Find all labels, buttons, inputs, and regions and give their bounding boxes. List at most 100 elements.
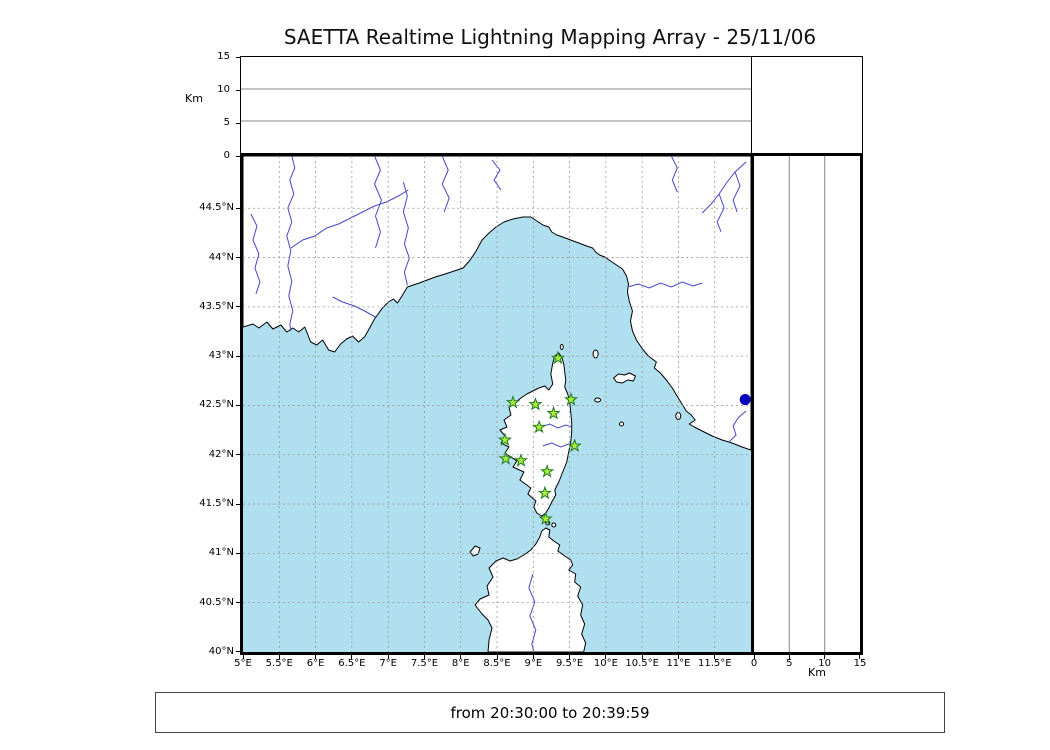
tick-mark — [236, 602, 240, 604]
tick-mark — [387, 655, 389, 659]
altitude-longitude-plot — [241, 88, 753, 122]
alt-tick-label: 0 — [750, 658, 758, 669]
tick-mark — [351, 655, 353, 659]
station-marker — [538, 511, 553, 525]
tick-mark — [236, 503, 240, 505]
tick-mark — [753, 655, 755, 659]
lon-tick-label: 7.5°E — [410, 658, 439, 669]
station-marker — [563, 392, 579, 406]
station-markers — [497, 350, 751, 525]
tick-mark — [236, 552, 240, 554]
alt-tick-label: 5 — [786, 658, 793, 669]
tick-mark — [460, 655, 462, 659]
lat-tick-label: 44.5°N — [199, 202, 234, 214]
tick-mark — [236, 306, 240, 308]
map-panel — [240, 153, 754, 655]
tick-mark — [236, 651, 240, 653]
lon-tick-label: 8°E — [451, 658, 470, 669]
tick-mark — [236, 89, 240, 91]
station-marker — [539, 463, 555, 478]
maddalena-island-2 — [551, 522, 557, 528]
event-dot — [739, 394, 751, 406]
montecristo-island — [619, 421, 624, 427]
lon-tick-label: 11°E — [666, 658, 691, 669]
lon-tick-label: 10°E — [593, 658, 618, 669]
lat-tick-label: 40°N — [208, 645, 234, 657]
rivers — [250, 156, 747, 652]
lat-tick-label: 41°N — [208, 547, 234, 559]
altitude-latitude-panel — [751, 153, 863, 655]
tick-mark — [236, 454, 240, 456]
station-marker — [498, 451, 513, 465]
tick-mark — [236, 257, 240, 259]
tick-mark — [236, 355, 240, 357]
station-marker — [505, 394, 521, 409]
lat-tick-label: 42.5°N — [199, 399, 234, 411]
station-marker — [497, 432, 513, 447]
alt-tick-label: 15 — [853, 658, 867, 669]
tick-mark — [236, 122, 240, 124]
km-axis-label-bottom: Km — [808, 666, 826, 679]
tick-mark — [278, 655, 280, 659]
page-title: SAETTA Realtime Lightning Mapping Array … — [283, 25, 817, 49]
tick-mark — [496, 655, 498, 659]
tick-mark — [788, 655, 790, 659]
tick-mark — [315, 655, 317, 659]
station-marker — [567, 438, 582, 453]
tick-mark — [677, 655, 679, 659]
sardinia-coastline — [474, 527, 587, 652]
altitude-latitude-plot — [788, 156, 826, 652]
lon-tick-label: 11.5°E — [697, 658, 732, 669]
tick-mark — [236, 207, 240, 209]
alt-tick-label: 10 — [217, 84, 230, 95]
map-plot — [243, 156, 751, 652]
station-marker — [513, 453, 529, 467]
tick-mark — [236, 404, 240, 406]
station-marker — [546, 405, 561, 420]
lon-tick-label: 9°E — [524, 658, 543, 669]
tick-mark — [859, 655, 861, 659]
lon-tick-label: 6°E — [306, 658, 325, 669]
lon-tick-label: 5°E — [234, 658, 252, 669]
station-marker — [550, 350, 566, 365]
corner-panel — [751, 56, 863, 154]
lat-tick-label: 43°N — [208, 350, 234, 362]
tick-mark — [236, 155, 240, 157]
alt-tick-label: 5 — [223, 117, 230, 128]
alt-tick-label: 0 — [223, 150, 230, 161]
station-marker — [532, 419, 547, 434]
lat-tick-label: 40.5°N — [199, 596, 234, 608]
mainland-coastline — [243, 156, 751, 451]
station-marker — [537, 485, 553, 500]
capraia-island — [592, 349, 599, 359]
lat-tick-label: 44°N — [208, 251, 234, 263]
lon-tick-label: 8.5°E — [483, 658, 511, 669]
pianosa-island — [594, 397, 602, 403]
lon-tick-label: 6.5°E — [338, 658, 366, 669]
alt-tick-label: 10 — [818, 658, 832, 669]
tick-mark — [641, 655, 643, 659]
km-axis-label-left: Km — [185, 92, 203, 105]
tick-mark — [824, 655, 826, 659]
station-marker — [528, 396, 543, 411]
elba-island — [613, 372, 636, 384]
lon-tick-label: 5.5°E — [265, 658, 293, 669]
corsica-coastline — [499, 352, 573, 517]
lon-tick-label: 10.5°E — [625, 658, 659, 669]
tick-mark — [714, 655, 716, 659]
lon-tick-label: 9.5°E — [555, 658, 584, 669]
altitude-longitude-panel — [240, 56, 754, 154]
alt-tick-label: 15 — [217, 51, 230, 62]
tick-mark — [569, 655, 571, 659]
time-range-box: from 20:30:00 to 20:39:59 — [155, 692, 945, 733]
tick-mark — [605, 655, 607, 659]
giraglia-island — [559, 344, 564, 350]
tick-mark — [242, 655, 244, 659]
lon-tick-label: 7°E — [379, 658, 397, 669]
tick-mark — [236, 56, 240, 58]
time-range-text: from 20:30:00 to 20:39:59 — [450, 703, 650, 722]
lat-tick-label: 41.5°N — [199, 498, 234, 510]
lat-tick-label: 42°N — [208, 448, 234, 460]
tick-mark — [532, 655, 534, 659]
